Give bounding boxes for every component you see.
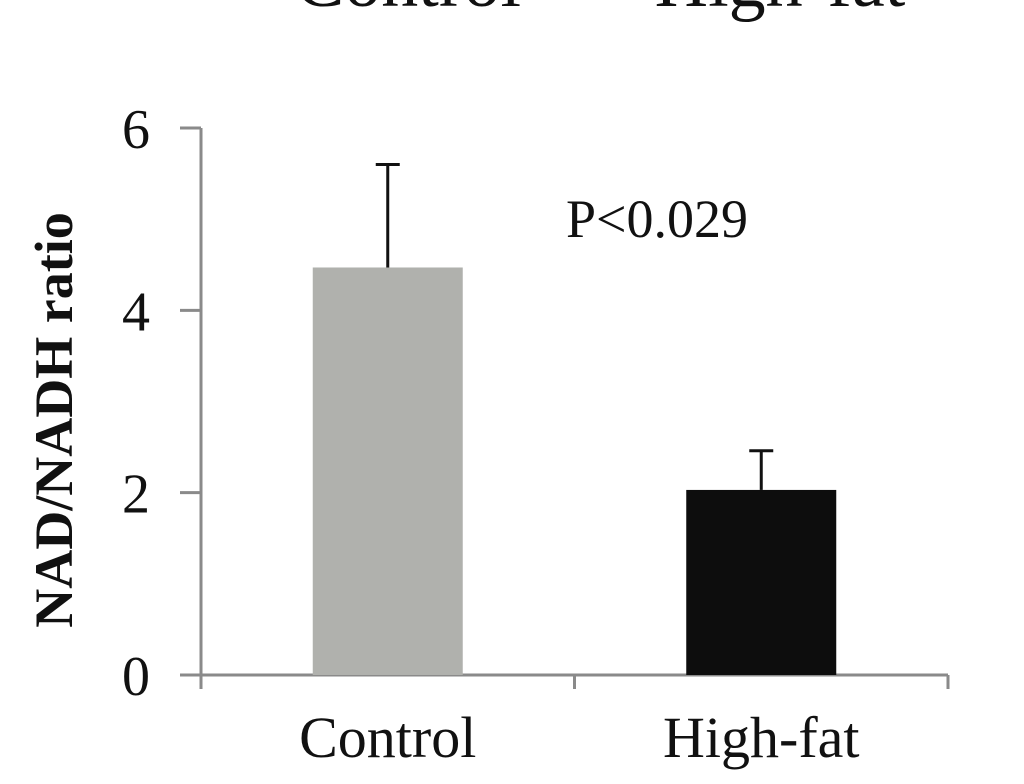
y-axis-label: NAD/NADH ratio: [24, 212, 84, 627]
cutoff-label-high-fat: High-fat: [655, 0, 906, 23]
y-tick-label: 0: [122, 646, 150, 708]
x-tick-label: High-fat: [663, 705, 860, 770]
bar-control: [312, 267, 463, 675]
plot-area: 0 2 4 6 Control High-fat: [122, 99, 950, 770]
x-tick-label: Control: [299, 705, 476, 770]
y-tick-label: 2: [122, 464, 150, 526]
y-tick-label: 4: [122, 281, 150, 343]
p-value-annotation: P<0.029: [566, 189, 748, 249]
bar-high-fat: [686, 489, 837, 675]
y-tick-label: 6: [122, 99, 150, 161]
cutoff-label-control: Control: [295, 0, 521, 23]
